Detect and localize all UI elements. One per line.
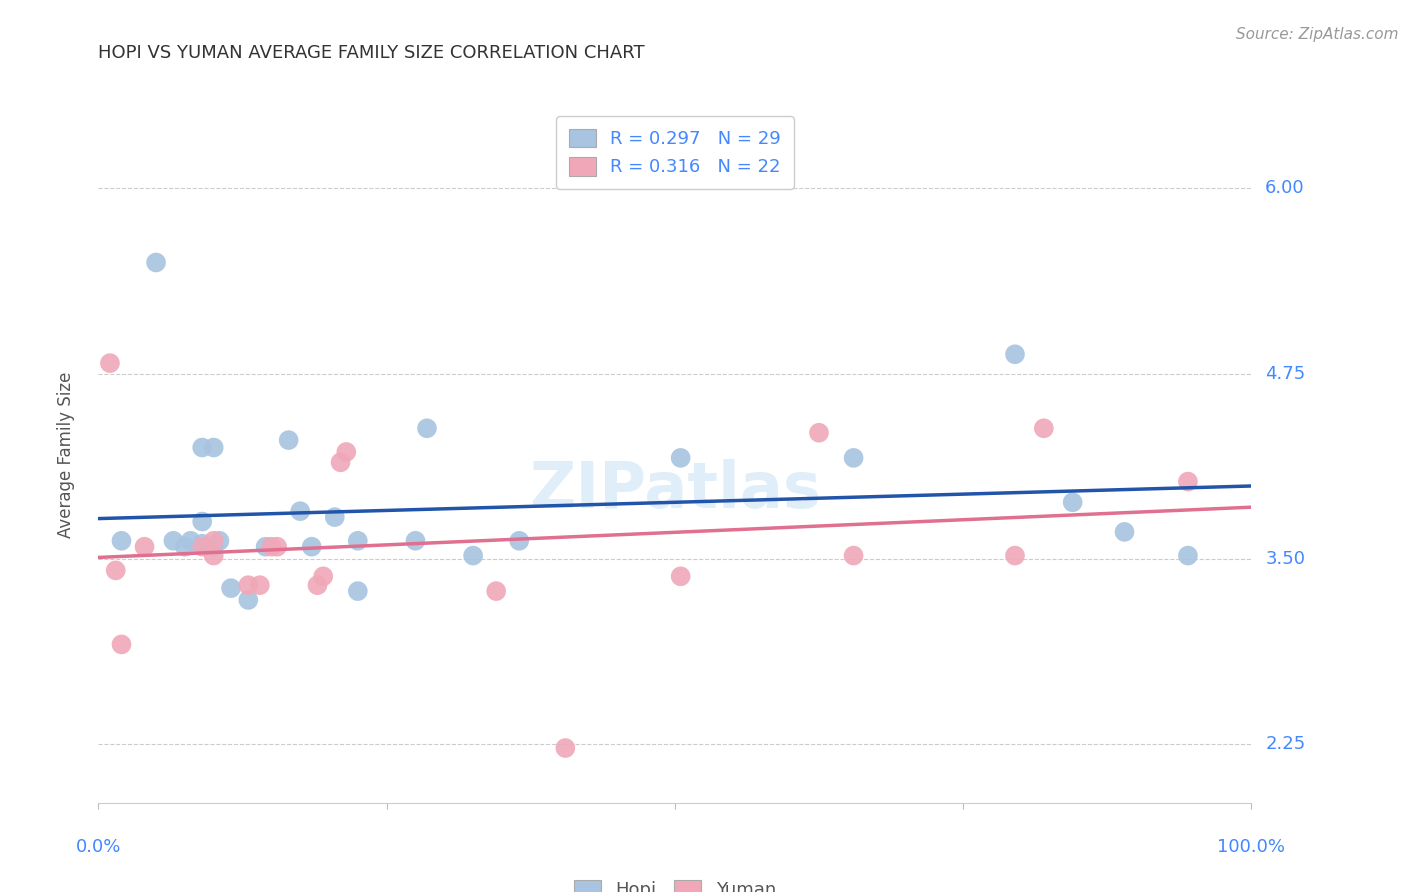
Point: [180, 533, 202, 548]
Point: [1004, 347, 1026, 361]
Point: [1004, 549, 1026, 563]
Point: [1114, 524, 1136, 539]
Point: [508, 533, 530, 548]
Point: [104, 563, 127, 577]
Point: [669, 450, 692, 465]
Point: [669, 569, 692, 583]
Point: [238, 578, 260, 592]
Point: [174, 540, 197, 554]
Point: [238, 593, 260, 607]
Text: HOPI VS YUMAN AVERAGE FAMILY SIZE CORRELATION CHART: HOPI VS YUMAN AVERAGE FAMILY SIZE CORREL…: [98, 45, 645, 62]
Text: 6.00: 6.00: [1265, 179, 1305, 197]
Point: [202, 441, 225, 455]
Point: [266, 540, 288, 554]
Point: [290, 504, 312, 518]
Point: [1062, 495, 1084, 509]
Point: [249, 578, 271, 592]
Point: [307, 578, 329, 592]
Point: [277, 433, 299, 447]
Point: [254, 540, 277, 554]
Point: [329, 455, 352, 469]
Point: [260, 540, 283, 554]
Text: 0.0%: 0.0%: [76, 838, 121, 855]
Point: [145, 255, 167, 269]
Point: [219, 581, 242, 595]
Point: [202, 549, 225, 563]
Point: [461, 549, 484, 563]
Point: [202, 540, 225, 554]
Text: 4.75: 4.75: [1265, 365, 1306, 383]
Point: [347, 584, 370, 599]
Text: 3.50: 3.50: [1265, 549, 1305, 567]
Text: 100.0%: 100.0%: [1218, 838, 1285, 855]
Point: [1177, 549, 1199, 563]
Text: Source: ZipAtlas.com: Source: ZipAtlas.com: [1236, 27, 1399, 42]
Point: [191, 515, 214, 529]
Legend: Hopi, Yuman: Hopi, Yuman: [565, 871, 785, 892]
Point: [1177, 475, 1199, 489]
Text: 2.25: 2.25: [1265, 735, 1306, 753]
Point: [335, 445, 357, 459]
Point: [110, 637, 132, 651]
Y-axis label: Average Family Size: Average Family Size: [56, 372, 75, 538]
Point: [312, 569, 335, 583]
Point: [301, 540, 323, 554]
Point: [202, 533, 225, 548]
Point: [1032, 421, 1054, 435]
Point: [347, 533, 370, 548]
Point: [191, 537, 214, 551]
Point: [191, 441, 214, 455]
Point: [405, 533, 427, 548]
Point: [208, 533, 231, 548]
Point: [191, 540, 214, 554]
Point: [162, 533, 184, 548]
Point: [554, 741, 576, 756]
Point: [416, 421, 439, 435]
Point: [110, 533, 132, 548]
Point: [485, 584, 508, 599]
Point: [808, 425, 831, 440]
Point: [842, 549, 865, 563]
Point: [842, 450, 865, 465]
Point: [134, 540, 156, 554]
Text: ZIPatlas: ZIPatlas: [529, 458, 821, 521]
Point: [323, 510, 346, 524]
Point: [98, 356, 121, 370]
